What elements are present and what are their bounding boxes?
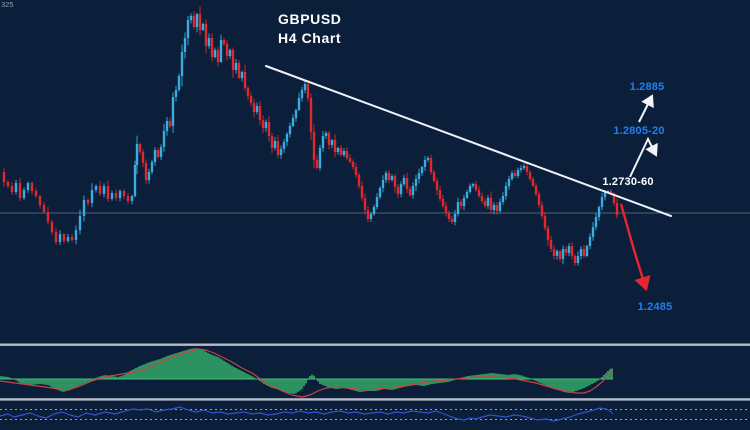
zigzag-arrow: [629, 136, 658, 178]
corner-scale-label: 325: [1, 0, 14, 9]
descending-trendline: [265, 65, 672, 217]
annotation-layer: 1.2885 1.2805-20 1.2730-60 1.2485: [602, 81, 672, 313]
oscillator-indicator-panel: [0, 406, 750, 422]
price-level-label: 1.2730-60: [602, 176, 653, 188]
candlestick-series: [2, 6, 619, 266]
macd-indicator-panel: [0, 348, 614, 398]
price-level-label: 1.2485: [638, 301, 673, 313]
panel-separators: [0, 343, 750, 401]
macd-signal-line: [0, 348, 614, 398]
chart-symbol: GBPUSD: [278, 11, 342, 27]
up-target-arrow: [638, 94, 654, 123]
price-level-label: 1.2885: [630, 81, 665, 93]
panel-separator: [0, 398, 750, 401]
chart-timeframe: H4 Chart: [278, 30, 341, 46]
oscillator-line: [0, 406, 614, 422]
panel-separator: [0, 343, 750, 346]
down-target-arrow: [619, 203, 651, 292]
price-level-label: 1.2805-20: [613, 125, 664, 137]
